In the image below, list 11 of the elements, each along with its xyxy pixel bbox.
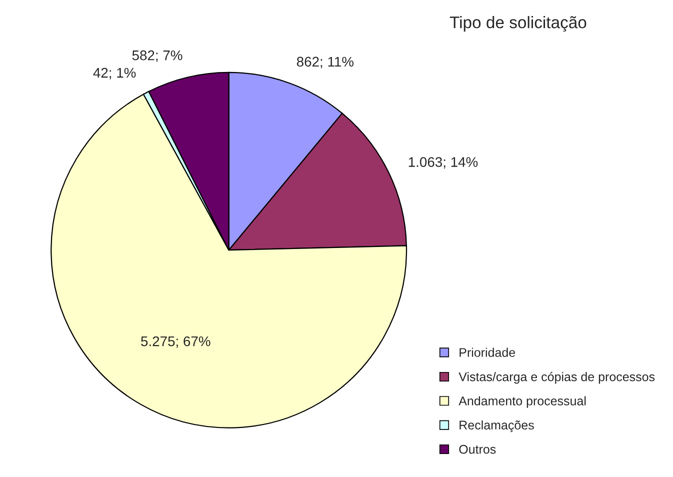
legend-label: Andamento processual [458,396,586,408]
data-label: 1.063; 14% [408,157,478,169]
legend-label: Vistas/carga e cópias de processos [458,372,655,384]
legend-label: Reclamações [460,420,534,432]
data-label: 862; 11% [296,56,354,68]
data-label: 42; 1% [93,68,136,80]
legend-label: Prioridade [460,348,516,357]
data-label: 5.275; 67% [141,336,210,348]
legend-label: Outros [459,444,496,454]
data-label: 582; 7% [132,50,182,62]
chart-title: Tipo de solicitação [450,16,586,32]
